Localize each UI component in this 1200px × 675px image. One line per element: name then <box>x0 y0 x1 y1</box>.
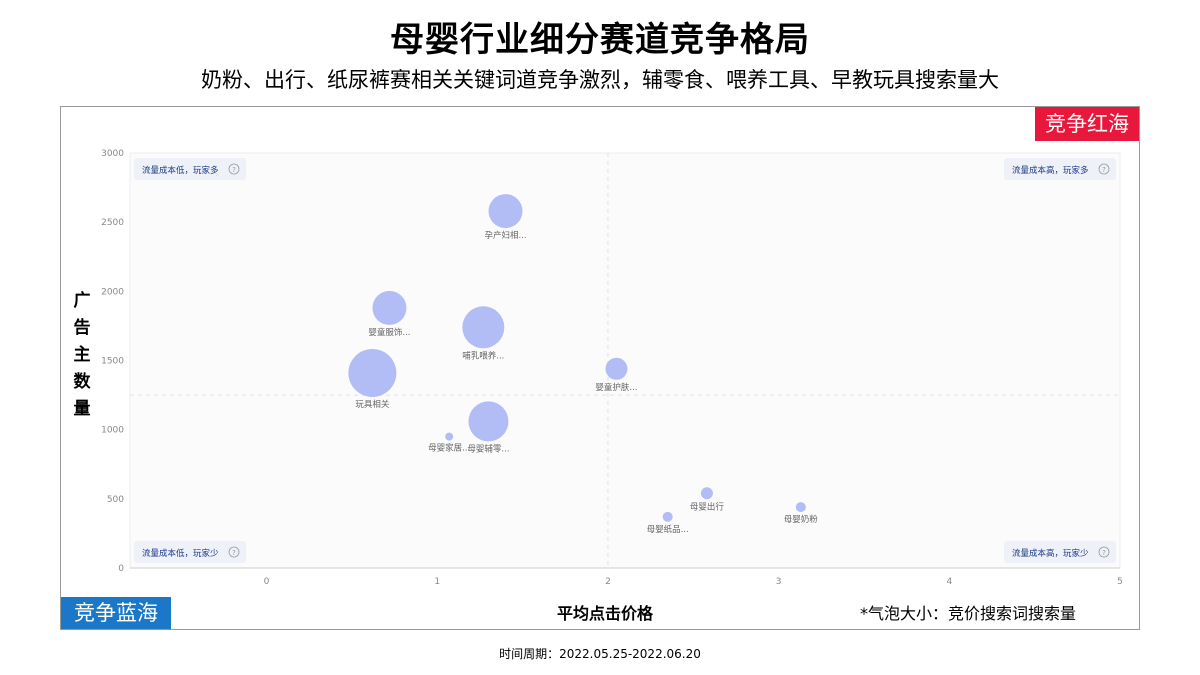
quadrant-badge-top-right <box>1004 158 1116 180</box>
info-icon <box>228 163 240 175</box>
y-axis-label: 广告主数量 <box>73 291 91 419</box>
y-tick-label: 500 <box>107 495 124 505</box>
y-tick-label: 2500 <box>101 218 124 228</box>
blue-sea-tag: 竞争蓝海 <box>61 597 171 629</box>
x-tick-label: 1 <box>434 577 440 587</box>
info-icon <box>1098 163 1110 175</box>
quadrant-badge-bottom-left <box>134 541 246 563</box>
plot-area <box>129 152 1121 569</box>
time-period: 时间周期：2022.05.25-2022.06.20 <box>499 647 701 661</box>
bubble-label: 母婴纸品... <box>647 524 689 535</box>
page-title: 母婴行业细分赛道竞争格局 <box>390 20 810 60</box>
quadrant-label-bottom-right: 流量成本高，玩家少 <box>1012 548 1089 559</box>
y-tick-label: 1000 <box>101 426 124 436</box>
bubble-label: 婴童服饰... <box>368 327 410 338</box>
info-icon-glyph: ? <box>1102 549 1106 557</box>
bubble-point <box>662 511 673 522</box>
x-axis-label: 平均点击价格 <box>556 604 653 623</box>
x-tick-label: 4 <box>946 577 952 587</box>
bubble-label: 母婴奶粉 <box>784 514 819 525</box>
chart-frame <box>60 106 1140 630</box>
bubble-point <box>700 487 713 500</box>
bubble-label: 婴童护肤... <box>595 382 637 393</box>
y-tick-label: 2000 <box>101 287 124 297</box>
bubble-point <box>795 502 806 513</box>
bubble-point <box>462 306 505 349</box>
bubble-label: 母婴辅零... <box>467 443 509 454</box>
bubble-point <box>372 290 407 325</box>
info-icon <box>1098 546 1110 558</box>
bubble-label: 孕产妇相... <box>484 230 526 241</box>
bubble-label: 玩具相关 <box>355 399 390 410</box>
bubble-label: 哺乳喂养... <box>462 350 504 361</box>
y-tick-label: 3000 <box>101 149 124 159</box>
bubble-point <box>348 348 397 397</box>
y-tick-label: 1500 <box>101 357 124 367</box>
x-tick-label: 3 <box>776 577 782 587</box>
bubble-label: 母婴出行 <box>690 501 725 512</box>
bubble-label: 母婴家居... <box>428 443 470 454</box>
bubble-point <box>468 401 509 442</box>
quadrant-label-top-left: 流量成本低，玩家多 <box>142 165 219 176</box>
bubble-point <box>605 357 628 380</box>
info-icon-glyph: ? <box>232 549 236 557</box>
bubble-size-note: *气泡大小：竞价搜索词搜索量 <box>860 604 1077 623</box>
x-tick-label: 2 <box>605 577 611 587</box>
x-tick-label: 0 <box>264 577 270 587</box>
quadrant-badge-bottom-right <box>1004 541 1116 563</box>
info-icon-glyph: ? <box>232 166 236 174</box>
info-icon-glyph: ? <box>1102 166 1106 174</box>
bubble-point <box>488 194 523 229</box>
info-icon <box>228 546 240 558</box>
quadrant-label-bottom-left: 流量成本低，玩家少 <box>142 548 219 559</box>
y-tick-label: 0 <box>118 564 124 574</box>
quadrant-badge-top-left <box>134 158 246 180</box>
quadrant-label-top-right: 流量成本高，玩家多 <box>1012 165 1089 176</box>
x-tick-label: 5 <box>1117 577 1123 587</box>
page-subtitle: 奶粉、出行、纸尿裤赛相关关键词道竞争激烈，辅零食、喂养工具、早教玩具搜索量大 <box>201 68 999 92</box>
bubble-point <box>445 432 454 441</box>
red-sea-tag: 竞争红海 <box>1035 107 1139 141</box>
